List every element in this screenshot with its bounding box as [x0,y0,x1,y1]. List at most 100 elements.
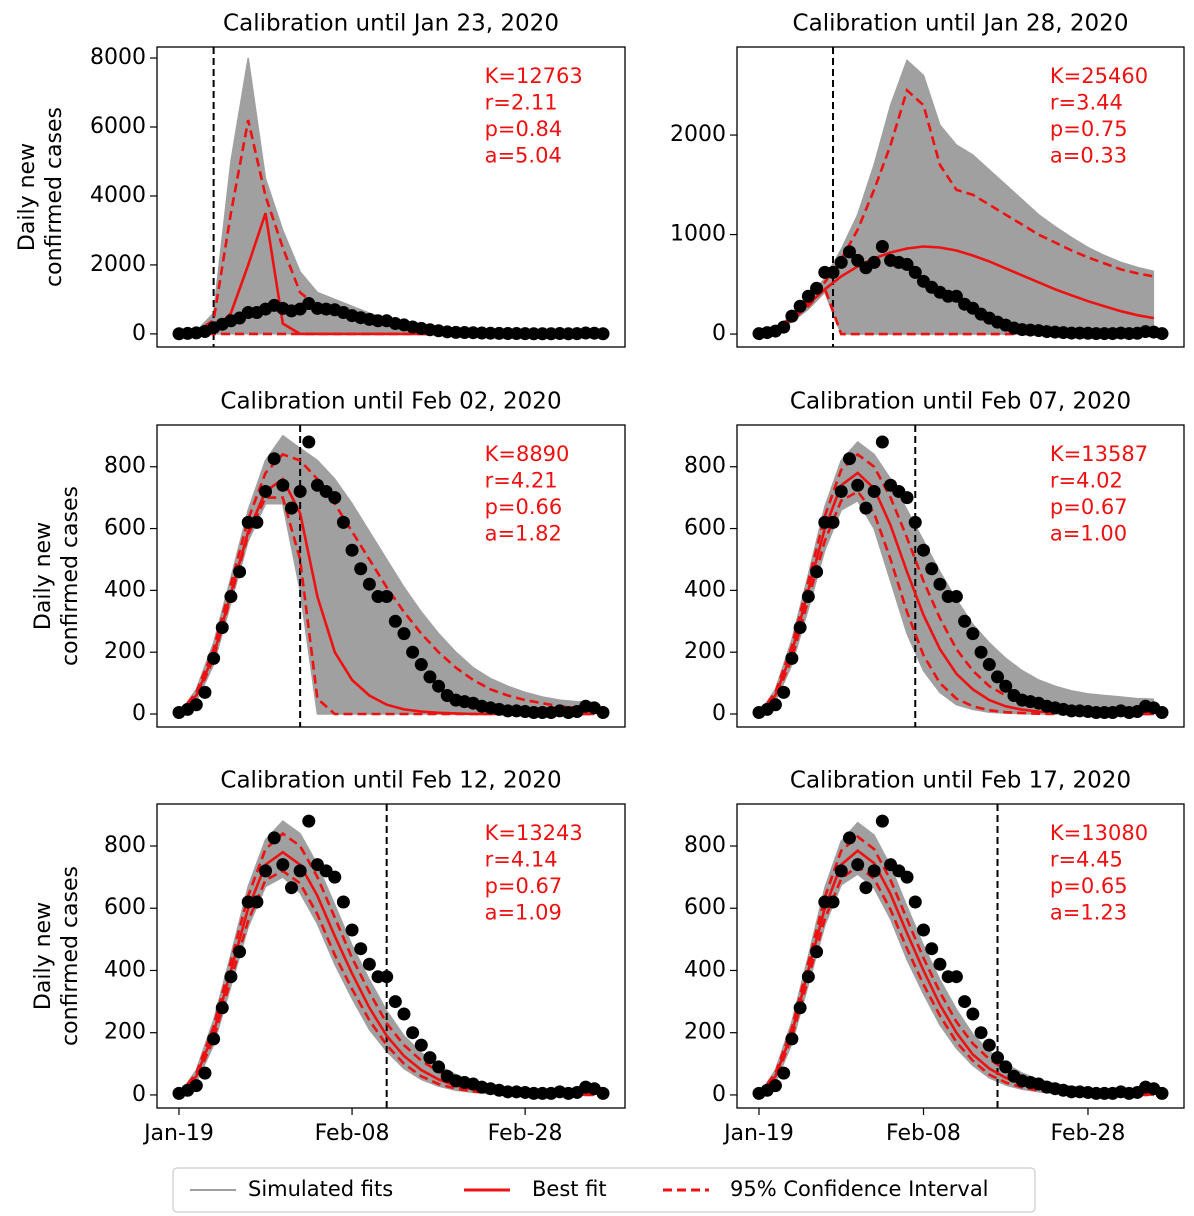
simulated-band [1021,199,1039,335]
subplot: Calibration until Feb 12, 2020 0 200 400 600… [31,768,626,1146]
observed-point [259,484,273,498]
observed-point [916,543,930,557]
observed-point [224,590,238,604]
x-tick-label: Feb-08 [315,1121,390,1146]
subplot-title: Calibration until Feb 12, 2020 [220,768,561,794]
y-tick-label: 0 [712,701,726,726]
observed-point [801,970,815,984]
observed-point [198,685,212,699]
observed-point [189,1079,203,1093]
y-tick-label: 0 [712,321,726,346]
annotation: p=0.75 [1050,117,1128,141]
annotation: a=1.82 [485,522,562,546]
observed-point [354,562,368,576]
x-tick-label: Feb-28 [488,1121,563,1146]
annotation: p=0.65 [1050,874,1128,898]
observed-point [834,255,848,269]
observed-point [224,970,238,984]
annotation: r=4.02 [1050,469,1123,493]
observed-point [958,614,972,628]
y-tick-label: 600 [104,895,146,920]
simulated-edge [178,434,595,715]
observed-point [900,257,914,271]
observed-point [826,895,840,909]
observed-point [777,320,791,334]
observed-point [991,670,1005,684]
observed-point [958,995,972,1009]
y-axis-label: Daily new [31,522,56,630]
ci-line [178,496,595,716]
observed-point [388,614,402,628]
observed-point [380,970,394,984]
y-axis-label: confirmed cases [58,866,83,1046]
observed-point [215,1001,229,1015]
observed-point [293,484,307,498]
ci-line [178,119,595,336]
axes-frame [156,46,626,348]
observed-point [793,299,807,313]
observed-point [925,942,939,956]
y-tick-label: 800 [104,833,146,858]
simulated-band [1005,184,1023,335]
y-tick-label: 2000 [90,252,146,277]
observed-point [785,651,799,665]
observed-point [380,590,394,604]
y-tick-label: 4000 [90,183,146,208]
observed-point [777,685,791,699]
observed-point [414,658,428,672]
observed-point [793,620,807,634]
observed-point [875,814,889,828]
legend-label: Simulated fits [248,1177,393,1201]
annotation: r=4.21 [485,469,558,493]
observed-point [801,289,815,303]
observed-point [406,645,420,659]
y-tick-label: 600 [684,516,726,541]
y-tick-label: 600 [104,516,146,541]
observed-point [345,543,359,557]
observed-point [900,870,914,884]
observed-point [276,478,290,492]
y-tick-label: 0 [132,701,146,726]
observed-point [233,945,247,959]
observed-point [826,515,840,529]
observed-point [908,265,922,279]
observed-point [768,1079,782,1093]
annotation: K=13587 [1050,442,1148,466]
observed-point [198,1066,212,1080]
subplot-title: Calibration until Jan 23, 2020 [223,11,559,37]
observed-point [785,1032,799,1046]
annotation: p=0.67 [1050,495,1128,519]
subplot-title: Calibration until Feb 07, 2020 [790,389,1131,415]
observed-point [432,1060,446,1074]
observed-point [859,501,873,515]
observed-point [302,435,316,449]
observed-point [859,881,873,895]
observed-point [966,1007,980,1021]
legend-label: Best fit [532,1177,607,1201]
ci-line [178,869,595,1097]
observed-point [966,627,980,641]
y-tick-label: 800 [104,454,146,479]
observed-point [267,452,281,466]
observed-point [949,970,963,984]
x-tick-label: Jan-19 [722,1121,794,1146]
annotation: r=3.44 [1050,91,1123,115]
observed-point [354,942,368,956]
observed-point [991,1051,1005,1065]
observed-point [345,923,359,937]
y-tick-label: 400 [684,957,726,982]
observed-point [842,452,856,466]
annotation: K=12763 [485,64,583,88]
y-tick-label: 0 [132,321,146,346]
observed-point [875,240,889,254]
simulated-band [282,230,301,335]
observed-point [328,491,342,505]
y-tick-label: 200 [104,639,146,664]
annotation: a=1.23 [1050,901,1127,925]
axes-frame [156,803,626,1109]
observed-point [189,698,203,712]
observed-point [933,577,947,591]
observed-point [974,1026,988,1040]
simulated-band [1071,236,1089,335]
subplot: Calibration until Feb 07, 2020 0 200 400 600… [684,389,1185,728]
